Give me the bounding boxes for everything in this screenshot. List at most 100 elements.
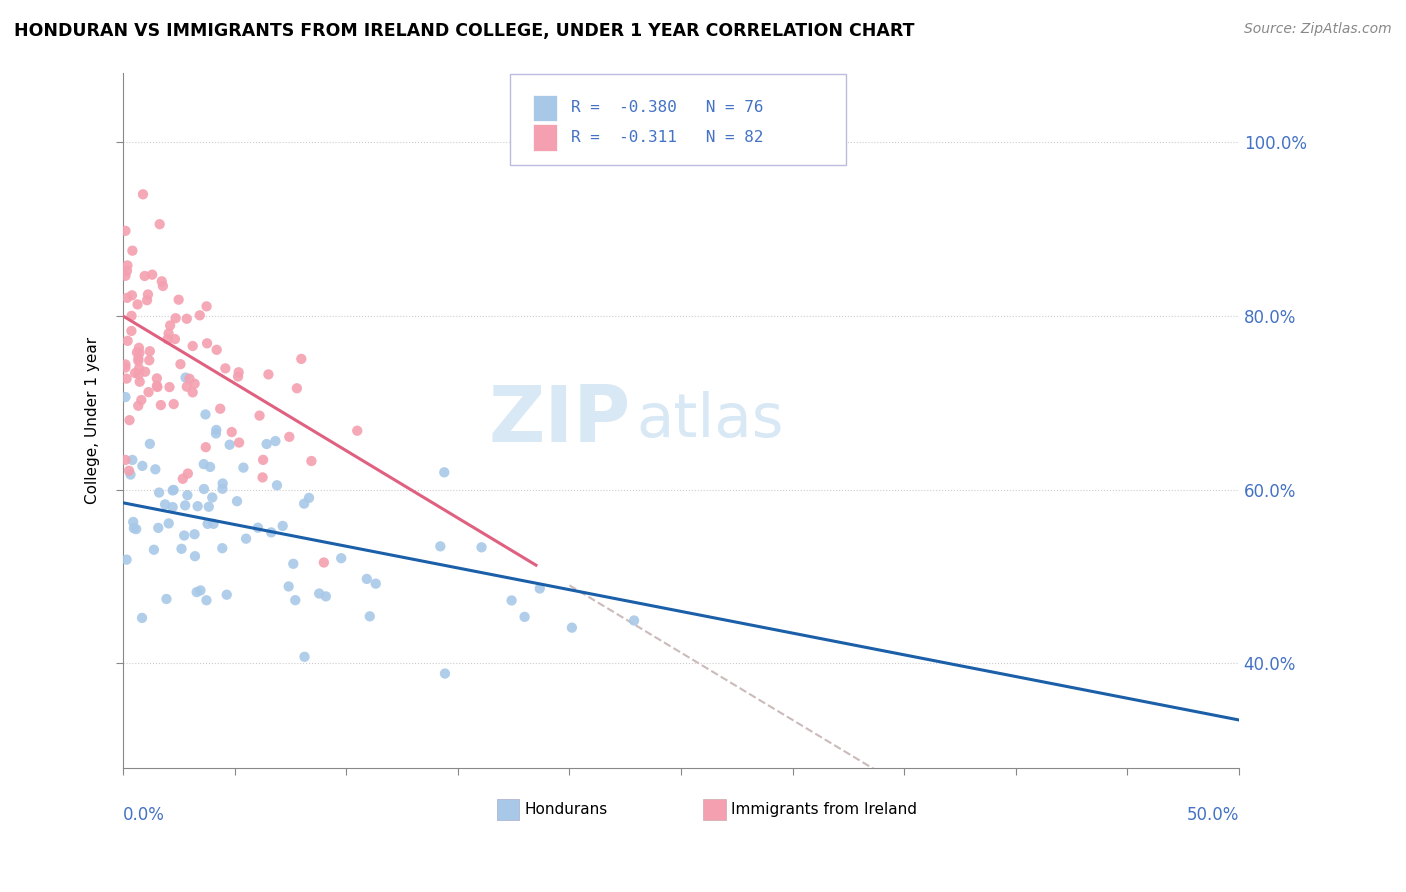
Point <box>128 346 150 360</box>
Text: 50.0%: 50.0% <box>1187 805 1239 824</box>
Point <box>121 309 143 323</box>
Point <box>183 527 205 541</box>
Point <box>128 375 150 389</box>
Point <box>114 453 136 467</box>
Point <box>114 224 136 238</box>
Point <box>228 435 250 450</box>
Point <box>190 583 212 598</box>
Point <box>136 287 159 301</box>
Point <box>346 424 368 438</box>
Point <box>121 244 143 258</box>
Point <box>205 426 228 441</box>
Point <box>131 458 153 473</box>
Text: ZIP: ZIP <box>488 383 631 458</box>
Point <box>214 361 236 376</box>
Point <box>167 293 190 307</box>
Point <box>141 268 163 282</box>
Point <box>124 366 146 380</box>
Point <box>163 483 186 497</box>
Text: 0.0%: 0.0% <box>124 805 165 824</box>
Point <box>128 361 150 376</box>
Point <box>228 365 250 379</box>
Point <box>125 522 148 536</box>
Text: R =  -0.311   N = 82: R = -0.311 N = 82 <box>571 130 763 145</box>
Point <box>136 293 159 308</box>
FancyBboxPatch shape <box>510 74 846 165</box>
Point <box>623 614 645 628</box>
Point <box>114 390 136 404</box>
Point <box>283 557 305 571</box>
Point <box>201 491 224 505</box>
Point <box>128 341 150 355</box>
Point <box>148 485 170 500</box>
Point <box>163 332 186 346</box>
Point <box>211 476 233 491</box>
FancyBboxPatch shape <box>703 799 725 820</box>
Point <box>198 500 221 514</box>
Point <box>131 392 153 407</box>
Point <box>115 552 138 566</box>
Point <box>162 500 184 514</box>
Point <box>134 268 156 283</box>
Point <box>221 425 243 439</box>
Point <box>194 408 217 422</box>
Text: R =  -0.380   N = 76: R = -0.380 N = 76 <box>571 101 763 115</box>
Point <box>433 466 456 480</box>
Point <box>159 318 181 333</box>
Point <box>122 521 145 535</box>
Point <box>271 519 294 533</box>
Point <box>181 385 204 400</box>
Point <box>128 367 150 381</box>
Point <box>127 399 149 413</box>
Point <box>114 358 136 372</box>
Point <box>150 274 173 288</box>
Point <box>356 572 378 586</box>
Point <box>142 542 165 557</box>
Point <box>159 380 181 394</box>
Point <box>188 308 211 322</box>
Point <box>501 593 523 607</box>
Text: Hondurans: Hondurans <box>524 802 607 817</box>
Point <box>122 515 145 529</box>
Point <box>174 370 197 384</box>
FancyBboxPatch shape <box>533 124 557 151</box>
Point <box>165 311 187 326</box>
Text: atlas: atlas <box>637 391 785 450</box>
Point <box>131 611 153 625</box>
Point <box>146 371 169 385</box>
Text: Source: ZipAtlas.com: Source: ZipAtlas.com <box>1244 22 1392 37</box>
Point <box>226 369 249 384</box>
Point <box>186 585 208 599</box>
Point <box>308 586 330 600</box>
Point <box>174 499 197 513</box>
FancyBboxPatch shape <box>496 799 519 820</box>
Point <box>195 336 218 351</box>
Point <box>226 494 249 508</box>
Point <box>183 376 205 391</box>
Point <box>163 397 186 411</box>
Point <box>252 470 274 484</box>
Text: Immigrants from Ireland: Immigrants from Ireland <box>731 802 917 817</box>
Point <box>299 454 322 468</box>
Point <box>256 437 278 451</box>
Point <box>115 264 138 278</box>
Point <box>315 590 337 604</box>
Point <box>433 666 456 681</box>
Point <box>138 385 160 400</box>
Point <box>359 609 381 624</box>
Point <box>115 291 138 305</box>
Point <box>312 556 335 570</box>
Point <box>121 453 143 467</box>
Point <box>257 368 280 382</box>
Point <box>195 593 218 607</box>
Point <box>156 332 179 346</box>
FancyBboxPatch shape <box>533 95 557 121</box>
Point <box>176 379 198 393</box>
Point <box>330 551 353 566</box>
Point <box>148 521 170 535</box>
Point <box>115 371 138 385</box>
Point <box>246 521 269 535</box>
Point <box>146 379 169 393</box>
Point <box>429 539 451 553</box>
Point <box>169 357 191 371</box>
